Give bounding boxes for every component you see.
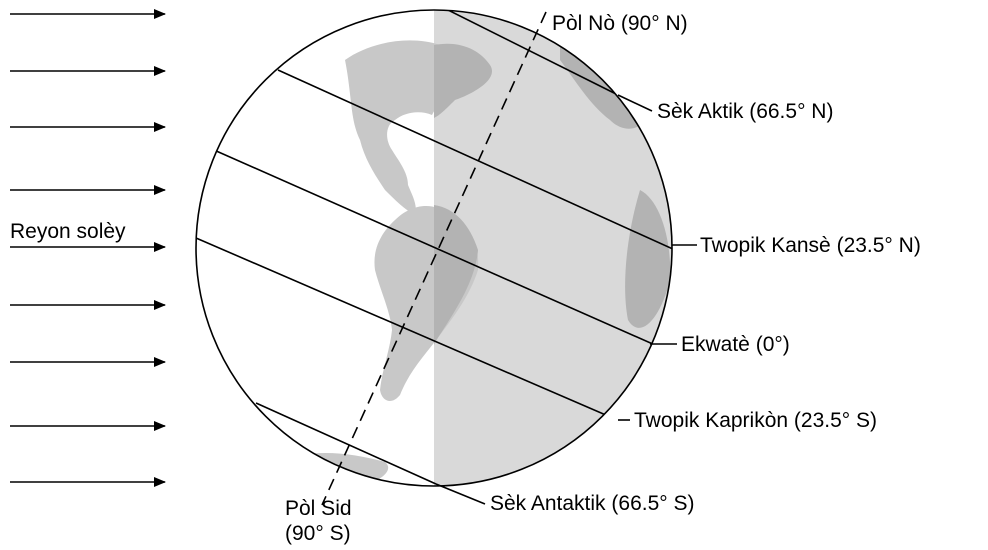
- north-america-night-shape: [434, 43, 492, 118]
- arctic-circle-line: [427, 10, 619, 96]
- north-america-shape: [345, 40, 455, 215]
- south-america-night-shape: [434, 205, 478, 345]
- antarctic-circle-label: Sèk Antaktik (66.5° S): [490, 492, 695, 515]
- globe-outline: [195, 9, 673, 487]
- sun-rays: [10, 9, 166, 487]
- africa-shape: [625, 190, 671, 328]
- tropic-cancer-label: Twopik Kansè (23.5° N): [700, 234, 921, 257]
- tropic-cancer-line: [277, 69, 672, 251]
- equator-label: Ekwatè (0°): [681, 333, 790, 356]
- equator-line: [213, 149, 656, 346]
- south-pole-label: Pòl Sid: [285, 497, 352, 520]
- latitude-lines: [196, 10, 672, 485]
- tropic-capricorn-line: [196, 237, 623, 423]
- arctic-circle-label: Sèk Aktik (66.5° N): [657, 100, 833, 123]
- sun-rays-label: Reyon solèy: [10, 220, 126, 243]
- globe: [196, 10, 672, 486]
- antarctic-circle-line: [255, 402, 437, 485]
- greenland-shape: [395, 42, 436, 72]
- tropic-capricorn-label: Twopik Kaprikòn (23.5° S): [634, 409, 877, 432]
- antarctic-leader: [435, 483, 486, 505]
- south-pole-degrees-label: (90° S): [285, 522, 351, 545]
- earth-axis-line: [321, 11, 547, 506]
- leader-lines: [435, 94, 697, 505]
- arctic-leader: [617, 94, 653, 112]
- north-pole-label: Pòl Nò (90° N): [552, 12, 688, 35]
